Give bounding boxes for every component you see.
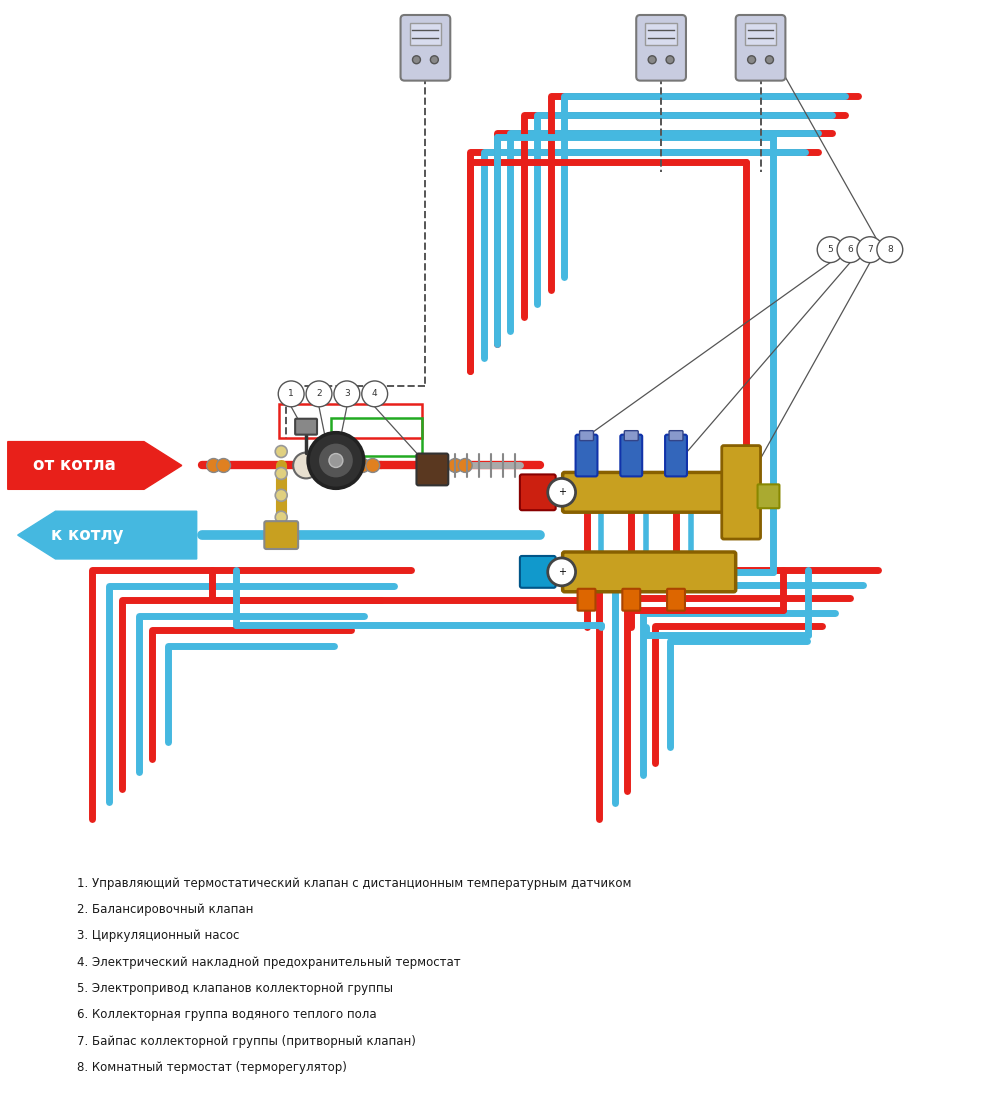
Circle shape xyxy=(293,452,319,478)
Text: 8. Комнатный термостат (терморегулятор): 8. Комнатный термостат (терморегулятор) xyxy=(77,1062,347,1074)
Text: 1: 1 xyxy=(288,389,294,398)
Text: 7. Байпас коллекторной группы (притворный клапан): 7. Байпас коллекторной группы (притворны… xyxy=(77,1035,416,1048)
FancyBboxPatch shape xyxy=(520,556,556,587)
FancyBboxPatch shape xyxy=(645,23,677,45)
FancyBboxPatch shape xyxy=(620,434,642,476)
FancyBboxPatch shape xyxy=(669,431,683,441)
Circle shape xyxy=(837,236,863,263)
FancyBboxPatch shape xyxy=(736,15,785,80)
Circle shape xyxy=(275,446,287,458)
Circle shape xyxy=(548,478,576,506)
Circle shape xyxy=(648,56,656,64)
Circle shape xyxy=(329,453,343,468)
FancyBboxPatch shape xyxy=(563,472,736,513)
Text: 4. Электрический накладной предохранительный термостат: 4. Электрический накладной предохранител… xyxy=(77,956,461,969)
FancyBboxPatch shape xyxy=(578,588,595,610)
Circle shape xyxy=(857,236,883,263)
Text: +: + xyxy=(558,566,566,576)
FancyBboxPatch shape xyxy=(722,446,761,539)
Circle shape xyxy=(306,381,332,407)
Circle shape xyxy=(319,443,353,477)
FancyBboxPatch shape xyxy=(416,453,448,485)
Circle shape xyxy=(275,490,287,502)
FancyBboxPatch shape xyxy=(745,23,776,45)
Circle shape xyxy=(366,459,380,472)
FancyBboxPatch shape xyxy=(624,431,638,441)
Circle shape xyxy=(362,381,388,407)
Circle shape xyxy=(458,459,472,472)
FancyBboxPatch shape xyxy=(295,419,317,435)
Text: 6: 6 xyxy=(847,245,853,254)
FancyBboxPatch shape xyxy=(622,588,640,610)
FancyBboxPatch shape xyxy=(401,15,450,80)
Circle shape xyxy=(217,459,231,472)
FancyBboxPatch shape xyxy=(576,434,597,476)
Circle shape xyxy=(275,512,287,524)
FancyArrow shape xyxy=(18,512,197,559)
Circle shape xyxy=(278,381,304,407)
Text: 8: 8 xyxy=(887,245,893,254)
Circle shape xyxy=(412,56,420,64)
Circle shape xyxy=(294,459,308,472)
Circle shape xyxy=(308,432,364,488)
Text: к котлу: к котлу xyxy=(51,526,124,544)
Circle shape xyxy=(748,56,756,64)
Circle shape xyxy=(817,236,843,263)
Text: 1. Управляющий термостатический клапан с дистанционным температурным датчиком: 1. Управляющий термостатический клапан с… xyxy=(77,877,632,890)
Text: 3. Циркуляционный насос: 3. Циркуляционный насос xyxy=(77,930,240,943)
Circle shape xyxy=(430,56,438,64)
Text: 4: 4 xyxy=(372,389,378,398)
FancyBboxPatch shape xyxy=(520,474,556,510)
Text: 2. Балансировочный клапан: 2. Балансировочный клапан xyxy=(77,903,254,916)
Text: 5. Электропривод клапанов коллекторной группы: 5. Электропривод клапанов коллекторной г… xyxy=(77,982,393,996)
Circle shape xyxy=(334,381,360,407)
Text: 2: 2 xyxy=(316,389,322,398)
Circle shape xyxy=(356,459,370,472)
FancyBboxPatch shape xyxy=(758,484,779,508)
Circle shape xyxy=(207,459,221,472)
Text: 6. Коллекторная группа водяного теплого пола: 6. Коллекторная группа водяного теплого … xyxy=(77,1009,377,1022)
FancyBboxPatch shape xyxy=(667,588,685,610)
Text: 3: 3 xyxy=(344,389,350,398)
Circle shape xyxy=(275,468,287,480)
FancyBboxPatch shape xyxy=(580,431,593,441)
FancyBboxPatch shape xyxy=(636,15,686,80)
Circle shape xyxy=(766,56,773,64)
Text: от котла: от котла xyxy=(33,456,116,474)
FancyArrow shape xyxy=(8,441,182,490)
FancyBboxPatch shape xyxy=(410,23,441,45)
Circle shape xyxy=(666,56,674,64)
Circle shape xyxy=(877,236,903,263)
FancyBboxPatch shape xyxy=(665,434,687,476)
Circle shape xyxy=(448,459,462,472)
Text: 7: 7 xyxy=(867,245,873,254)
Text: +: + xyxy=(558,487,566,497)
Circle shape xyxy=(548,558,576,586)
Text: 5: 5 xyxy=(827,245,833,254)
FancyBboxPatch shape xyxy=(563,552,736,592)
FancyBboxPatch shape xyxy=(264,521,298,549)
